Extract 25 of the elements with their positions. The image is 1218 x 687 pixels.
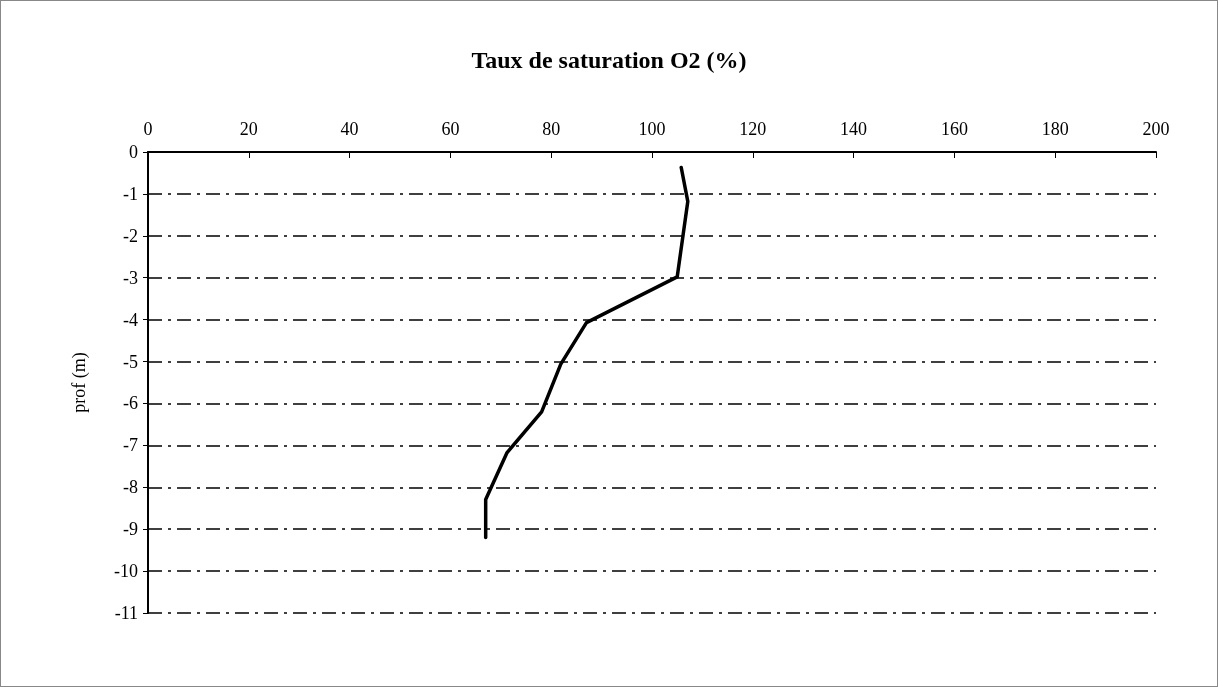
y-tick-label: -6 [123,393,138,414]
y-tick-label: -1 [123,183,138,204]
y-tick-label: 0 [129,142,138,162]
x-tick-label: 180 [1041,119,1069,139]
chart-title: Taux de saturation O2 (%) [471,47,747,73]
x-tick-label: 80 [542,119,561,139]
x-tick-label: 60 [441,119,460,139]
x-tick-label: 120 [739,119,767,139]
y-tick-label: -9 [123,519,138,540]
y-axis-title: prof (m) [69,352,90,413]
x-tick-label: 40 [340,119,359,139]
x-tick-label: 20 [239,119,258,139]
y-tick-label: -5 [123,351,138,372]
x-tick-label: 0 [143,119,153,139]
y-tick-label: -3 [123,267,138,288]
x-tick-label: 200 [1142,119,1170,139]
y-tick-label: -10 [114,561,138,582]
x-tick-label: 100 [638,119,666,139]
y-tick-label: -8 [123,477,138,498]
x-tick-label: 140 [840,119,868,139]
y-tick-label: -11 [114,603,138,623]
y-tick-label: -2 [123,225,138,246]
x-tick-label: 160 [940,119,968,139]
y-tick-label: -7 [123,435,138,456]
y-tick-label: -4 [123,309,138,330]
